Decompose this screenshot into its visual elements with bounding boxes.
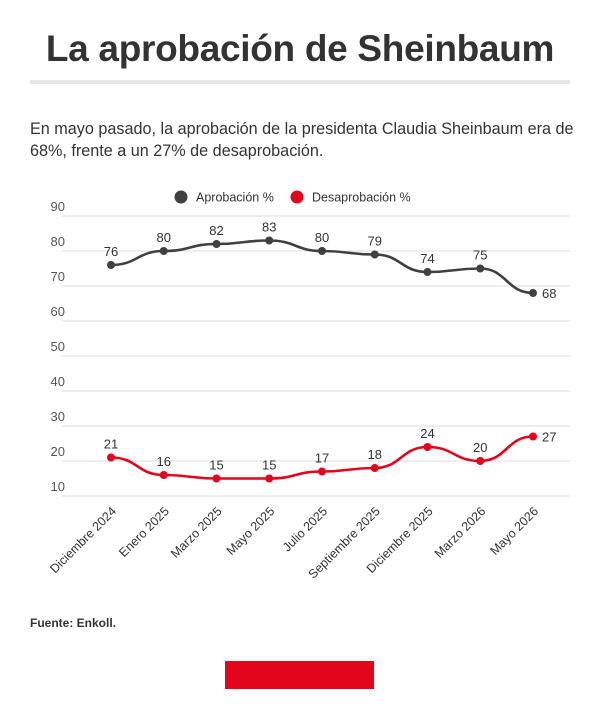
x-tick-label-enero-2025: Enero 2025: [116, 504, 172, 560]
y-tick-label-60: 60: [51, 304, 65, 319]
data-point-desaprobacion-1: [159, 471, 168, 479]
chart-legend: Aprobación % Desaprobación %: [174, 190, 411, 205]
legend-marker-desaprobacion: [290, 190, 304, 204]
chart-gridlines: [62, 215, 570, 497]
data-point-aprobacion-2: [212, 240, 221, 248]
data-point-aprobacion-7: [476, 264, 485, 273]
data-point-aprobacion-0: [107, 261, 115, 269]
legend-label-aprobacion: Aprobación %: [196, 191, 274, 205]
page-title: La aprobación de Sheinbaum: [45, 28, 555, 69]
data-label-aprobacion-7: 75: [473, 248, 487, 263]
data-label-desaprobacion-3: 15: [262, 458, 276, 473]
data-label-aprobacion-6: 74: [420, 251, 434, 266]
y-tick-label-20: 20: [51, 444, 65, 459]
y-tick-label-40: 40: [51, 374, 65, 389]
x-tick-label-marzo-2025: Marzo 2025: [168, 504, 225, 561]
data-point-aprobacion-3: [265, 236, 274, 245]
source-note: Fuente: Enkoll.: [30, 616, 117, 630]
y-tick-label-10: 10: [51, 479, 65, 494]
x-tick-label-diciembre-2024: Diciembre 2024: [47, 504, 119, 576]
data-point-desaprobacion-7: [476, 457, 485, 465]
title-divider: [30, 80, 570, 84]
data-point-aprobacion-1: [159, 247, 168, 255]
legend-label-desaprobacion: Desaprobación %: [312, 191, 411, 205]
data-label-desaprobacion-8: 27: [542, 430, 556, 445]
line-chart: Aprobación % Desaprobación % 10 20 30 40 50 60…: [47, 190, 570, 581]
data-label-aprobacion-4: 80: [315, 230, 329, 245]
data-label-desaprobacion-7: 20: [473, 440, 487, 455]
x-tick-label-mayo-2025: Mayo 2025: [224, 504, 278, 558]
x-tick-label-mayo-2026: Mayo 2026: [487, 504, 541, 558]
y-tick-label-30: 30: [51, 409, 65, 424]
data-point-desaprobacion-0: [107, 453, 115, 462]
data-point-aprobacion-4: [318, 247, 326, 255]
series-aprobacion: 76 80 82 83 80 79 74 75 68: [104, 220, 557, 302]
y-axis: 10 20 30 40 50 60 70 80 90: [51, 199, 65, 494]
data-label-desaprobacion-1: 16: [157, 454, 171, 469]
data-point-desaprobacion-2: [212, 474, 221, 483]
data-label-aprobacion-8: 68: [542, 286, 556, 301]
data-point-aprobacion-8: [529, 289, 537, 297]
y-tick-label-80: 80: [51, 234, 65, 249]
x-tick-label-julio-2025: Julio 2025: [280, 504, 330, 554]
data-point-aprobacion-5: [370, 250, 379, 259]
data-label-desaprobacion-2: 15: [209, 458, 223, 473]
data-label-desaprobacion-0: 21: [104, 437, 118, 452]
data-label-desaprobacion-5: 18: [368, 447, 382, 462]
data-point-desaprobacion-8: [529, 432, 537, 441]
legend-marker-aprobacion: [174, 190, 188, 204]
data-label-aprobacion-2: 82: [209, 223, 223, 238]
data-point-desaprobacion-4: [318, 467, 326, 476]
chart-subtitle: En mayo pasado, la aprobación de la pres…: [30, 120, 574, 160]
expansion-logo: [225, 661, 374, 689]
data-label-aprobacion-1: 80: [157, 230, 171, 245]
data-point-desaprobacion-3: [265, 474, 274, 483]
data-label-desaprobacion-4: 17: [315, 451, 329, 466]
data-label-aprobacion-0: 76: [104, 244, 118, 259]
data-label-aprobacion-5: 79: [368, 234, 382, 249]
y-tick-label-70: 70: [51, 269, 65, 284]
data-point-desaprobacion-5: [370, 464, 379, 472]
y-tick-label-50: 50: [51, 339, 65, 354]
data-point-desaprobacion-6: [423, 443, 432, 451]
series-desaprobacion: 21 16 15 15 17 18 24 20 27: [104, 426, 556, 483]
y-tick-label-90: 90: [51, 199, 65, 214]
chart-series: 76 80 82 83 80 79 74 75 68 21 16 15 15 17 18 24 20 27: [104, 220, 557, 483]
data-label-desaprobacion-6: 24: [420, 426, 434, 441]
data-point-aprobacion-6: [423, 268, 432, 276]
x-tick-label-marzo-2026: Marzo 2026: [432, 504, 489, 561]
data-label-aprobacion-3: 83: [262, 220, 276, 235]
